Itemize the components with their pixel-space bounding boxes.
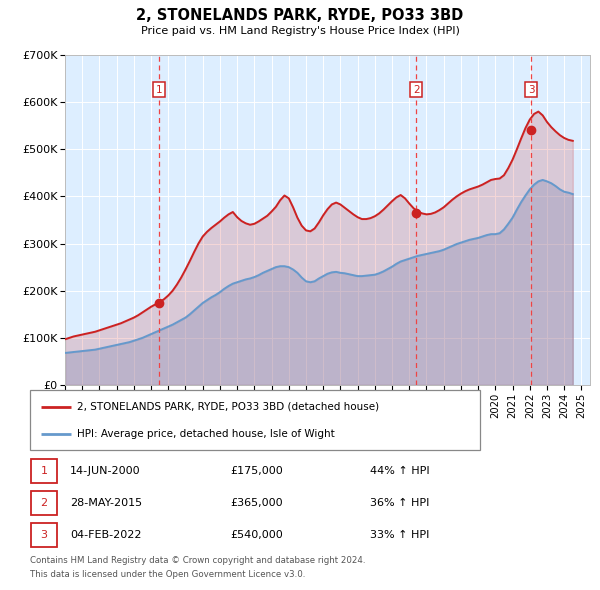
FancyBboxPatch shape xyxy=(31,523,56,547)
Text: 2, STONELANDS PARK, RYDE, PO33 3BD: 2, STONELANDS PARK, RYDE, PO33 3BD xyxy=(136,8,464,23)
Text: 14-JUN-2000: 14-JUN-2000 xyxy=(70,466,140,476)
Text: 04-FEB-2022: 04-FEB-2022 xyxy=(70,530,142,540)
Text: 28-MAY-2015: 28-MAY-2015 xyxy=(70,498,142,508)
Text: 44% ↑ HPI: 44% ↑ HPI xyxy=(370,466,430,476)
Text: HPI: Average price, detached house, Isle of Wight: HPI: Average price, detached house, Isle… xyxy=(77,430,335,440)
Text: 1: 1 xyxy=(41,466,47,476)
Text: 33% ↑ HPI: 33% ↑ HPI xyxy=(370,530,430,540)
FancyBboxPatch shape xyxy=(30,390,480,450)
Text: £175,000: £175,000 xyxy=(230,466,283,476)
Text: 2, STONELANDS PARK, RYDE, PO33 3BD (detached house): 2, STONELANDS PARK, RYDE, PO33 3BD (deta… xyxy=(77,402,379,412)
Text: 1: 1 xyxy=(155,84,162,94)
Text: Price paid vs. HM Land Registry's House Price Index (HPI): Price paid vs. HM Land Registry's House … xyxy=(140,26,460,36)
FancyBboxPatch shape xyxy=(31,459,56,483)
FancyBboxPatch shape xyxy=(31,491,56,514)
Text: 3: 3 xyxy=(528,84,535,94)
Text: This data is licensed under the Open Government Licence v3.0.: This data is licensed under the Open Gov… xyxy=(30,570,305,579)
Text: Contains HM Land Registry data © Crown copyright and database right 2024.: Contains HM Land Registry data © Crown c… xyxy=(30,556,365,565)
Text: 3: 3 xyxy=(41,530,47,540)
Text: £540,000: £540,000 xyxy=(230,530,283,540)
Text: 2: 2 xyxy=(40,498,47,508)
Text: 2: 2 xyxy=(413,84,419,94)
Text: 36% ↑ HPI: 36% ↑ HPI xyxy=(370,498,430,508)
Text: £365,000: £365,000 xyxy=(230,498,283,508)
